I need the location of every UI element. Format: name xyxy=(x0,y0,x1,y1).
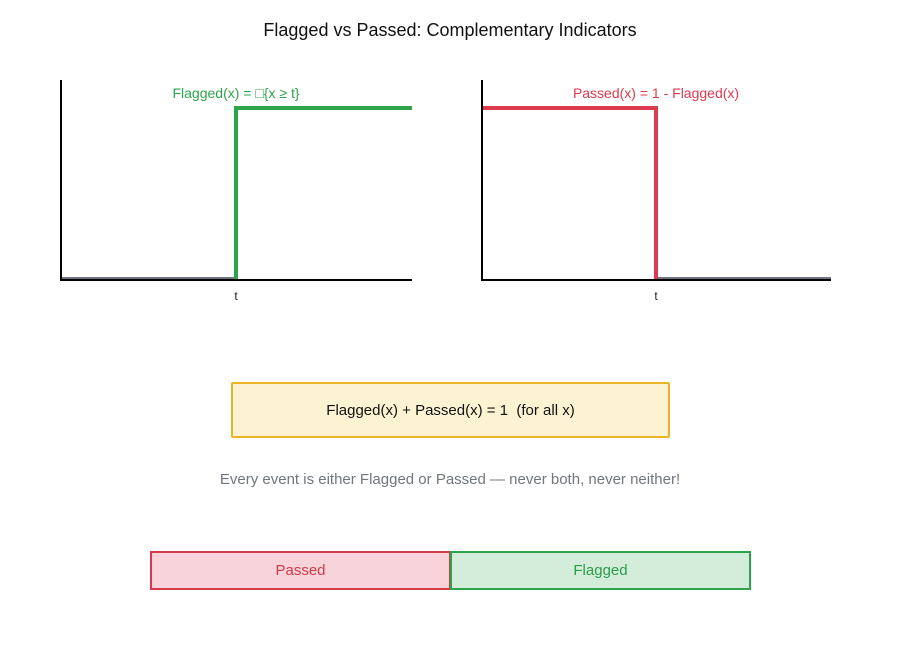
passed-step-plot: Passed(x) = 1 - Flagged(x) t xyxy=(481,80,831,303)
flagged-x-axis xyxy=(60,279,412,281)
flagged-step-plot: Flagged(x) = □{x ≥ t} t xyxy=(60,80,412,303)
flagged-function-label: Flagged(x) = □{x ≥ t} xyxy=(172,85,300,101)
passed-x-axis xyxy=(481,279,831,281)
step-line-vertical-jump xyxy=(654,106,658,281)
passed-threshold-tick-label: t xyxy=(654,289,658,303)
legend-passed-label: Passed xyxy=(275,562,326,579)
passed-plot-area xyxy=(481,80,831,281)
step-line-high-segment xyxy=(236,106,412,110)
legend-flagged-segment: Flagged xyxy=(450,551,751,590)
formula-text: Flagged(x) + Passed(x) = 1 (for all x) xyxy=(326,401,575,419)
legend-flagged-label: Flagged xyxy=(573,562,628,579)
legend-bar: Passed Flagged xyxy=(150,551,751,590)
legend-passed-segment: Passed xyxy=(150,551,451,590)
step-line-vertical-jump xyxy=(234,106,238,281)
flagged-y-axis xyxy=(60,80,62,281)
formula-box: Flagged(x) + Passed(x) = 1 (for all x) xyxy=(231,382,670,438)
flagged-threshold-tick-label: t xyxy=(234,289,238,303)
step-line-high-segment xyxy=(481,106,656,110)
figure-title: Flagged vs Passed: Complementary Indicat… xyxy=(263,20,637,40)
caption-text: Every event is either Flagged or Passed … xyxy=(219,471,681,488)
flagged-plot-area xyxy=(60,80,412,281)
passed-y-axis xyxy=(481,80,483,281)
passed-function-label: Passed(x) = 1 - Flagged(x) xyxy=(572,85,740,101)
